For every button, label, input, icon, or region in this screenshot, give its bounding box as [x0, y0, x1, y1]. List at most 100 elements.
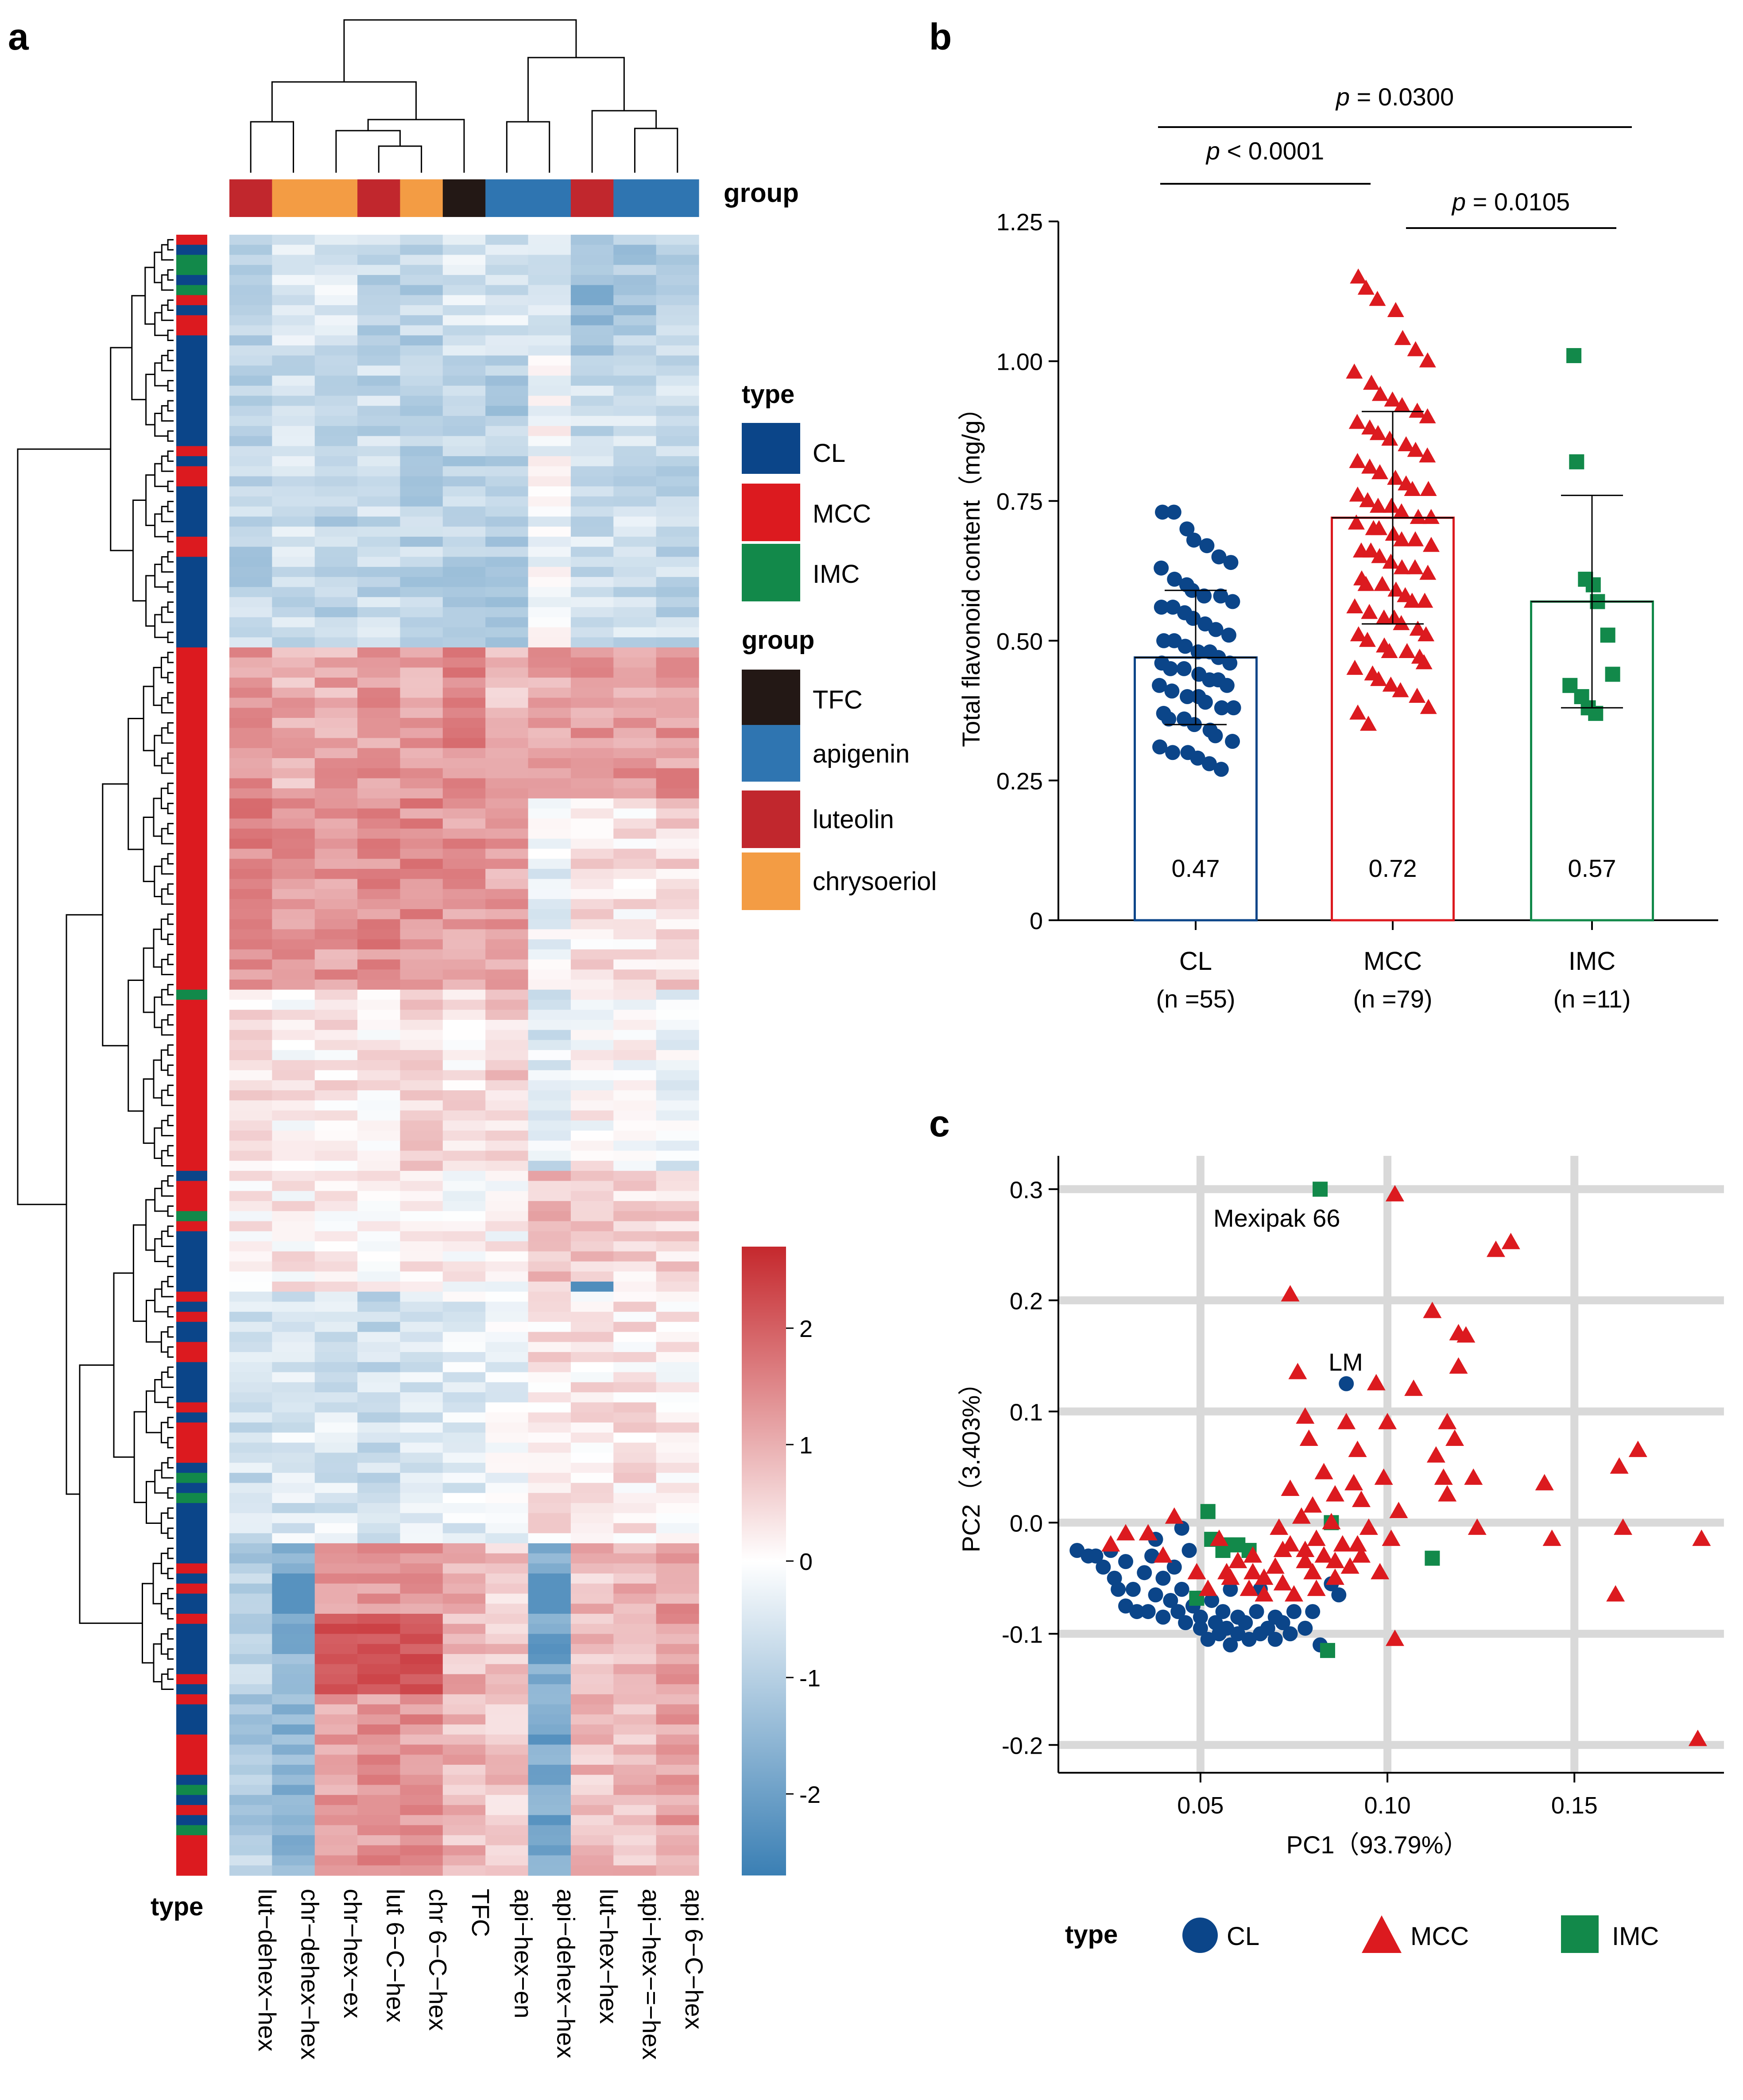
dendrogram-link — [143, 1078, 155, 1144]
heatmap-cell — [400, 1533, 443, 1544]
heatmap-cell — [357, 889, 401, 899]
pca-point-MCC — [1352, 1546, 1371, 1563]
heatmap-cell — [314, 909, 358, 920]
heatmap-cell — [528, 607, 571, 618]
mean-label: 0.47 — [1172, 854, 1220, 882]
heatmap-cell — [229, 718, 272, 728]
heatmap-cell — [314, 1553, 358, 1564]
heatmap-cell — [442, 486, 486, 497]
pca-point-MCC — [1389, 1502, 1408, 1519]
heatmap-cell — [229, 1422, 272, 1433]
group-annotation-cell — [229, 179, 272, 217]
point-MCC — [1419, 565, 1437, 580]
heatmap-cell — [656, 818, 699, 829]
heatmap-cell — [272, 778, 315, 789]
heatmap-cell — [613, 647, 657, 658]
type-annotation-cell — [176, 788, 207, 799]
heatmap-cell — [570, 919, 614, 930]
heatmap-cell — [570, 1593, 614, 1604]
dendrogram-link — [167, 1145, 174, 1157]
heatmap-cell — [400, 466, 443, 477]
heatmap-cell — [656, 1332, 699, 1342]
heatmap-cell — [229, 345, 272, 356]
b-mean-labels: 0.47 0.72 0.57 — [1172, 854, 1616, 882]
heatmap-cell — [400, 1825, 443, 1836]
heatmap-cell — [656, 295, 699, 306]
heatmap-cell — [229, 406, 272, 416]
point-MCC — [1359, 492, 1376, 508]
pca-point-CL — [1230, 1626, 1246, 1642]
pca-point-MCC — [1273, 1574, 1292, 1591]
heatmap-cell — [528, 838, 571, 849]
heatmap-cell — [272, 1312, 315, 1322]
heatmap-cell — [613, 768, 657, 779]
dendrogram-link — [167, 934, 174, 945]
heatmap-cell — [485, 969, 529, 980]
column-label: api−hex−=−hex — [638, 1889, 666, 2060]
heatmap-cell — [357, 1211, 401, 1222]
heatmap-cell — [357, 778, 401, 789]
type-annotation-cell — [176, 577, 207, 588]
heatmap-cell — [613, 1684, 657, 1695]
heatmap-cell — [442, 496, 486, 507]
dendrogram-link — [167, 672, 174, 683]
heatmap-cell — [442, 1463, 486, 1473]
heatmap-cell — [314, 829, 358, 839]
heatmap-cell — [400, 1805, 443, 1816]
heatmap-cell — [357, 1372, 401, 1383]
heatmap-cell — [272, 305, 315, 316]
heatmap-cell — [613, 476, 657, 487]
heatmap-cell — [314, 1402, 358, 1413]
pca-point-MCC — [1464, 1468, 1483, 1485]
heatmap-cell — [613, 406, 657, 416]
colorbar-tick-label: 2 — [799, 1316, 813, 1342]
heatmap-cell — [400, 959, 443, 970]
heatmap-cell — [229, 1614, 272, 1624]
legend-group-apigenin: apigenin — [813, 740, 910, 768]
heatmap-cell — [613, 1422, 657, 1433]
heatmap-cell — [229, 436, 272, 446]
heatmap-cell — [400, 1684, 443, 1695]
c-y-tick-label: -0.2 — [1002, 1732, 1043, 1759]
heatmap-cell — [314, 859, 358, 869]
heatmap-cell — [485, 617, 529, 628]
heatmap-cell — [442, 1000, 486, 1010]
point-MCC — [1383, 497, 1400, 513]
pca-point-MCC — [1501, 1232, 1520, 1249]
heatmap-cell — [442, 818, 486, 829]
heatmap-cell — [400, 1604, 443, 1614]
type-annotation-cell — [176, 718, 207, 728]
heatmap-cell — [485, 1422, 529, 1433]
heatmap-cell — [400, 788, 443, 799]
legend-swatch-CL — [742, 423, 800, 474]
heatmap-cell — [656, 637, 699, 648]
dendrogram-link — [167, 1205, 174, 1217]
pca-point-CL — [1181, 1543, 1197, 1558]
heatmap-cell — [656, 627, 699, 638]
heatmap-cell — [357, 325, 401, 336]
heatmap-cell — [570, 1422, 614, 1433]
heatmap-cell — [485, 1614, 529, 1624]
heatmap-cell — [314, 1775, 358, 1786]
type-annotation-cell — [176, 1211, 207, 1222]
b-y-ticks: 00.250.500.751.001.25 — [996, 209, 1058, 934]
heatmap-cell — [314, 1019, 358, 1031]
heatmap-cell — [314, 919, 358, 930]
type-annotation-cell — [176, 778, 207, 789]
heatmap-cell — [272, 1714, 315, 1725]
dendrogram-link — [102, 783, 128, 1046]
heatmap-cell — [272, 1251, 315, 1262]
heatmap-cell — [656, 1674, 699, 1685]
heatmap-cell — [400, 1241, 443, 1252]
heatmap-cell — [613, 446, 657, 457]
heatmap-cell — [357, 376, 401, 386]
heatmap-cell — [272, 1100, 315, 1111]
heatmap-cell — [442, 406, 486, 416]
heatmap-cell — [229, 798, 272, 809]
heatmap-cell — [656, 235, 699, 245]
legend-swatch-MCC — [742, 484, 800, 541]
heatmap-cell — [570, 1694, 614, 1705]
c-y-tick-label: 0.1 — [1010, 1399, 1043, 1426]
dendrogram-link — [153, 928, 162, 968]
type-annotation-cell — [176, 265, 207, 275]
